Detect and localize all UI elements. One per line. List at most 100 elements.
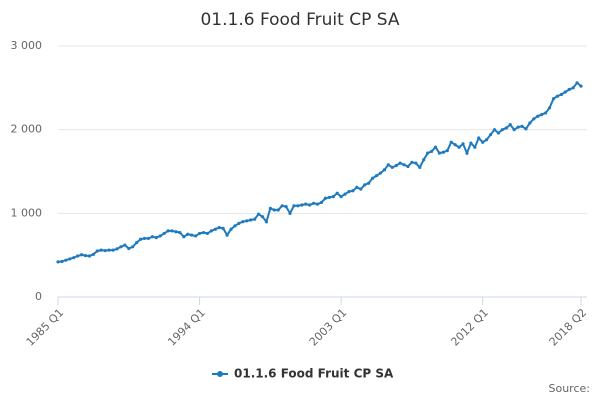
data-point — [292, 204, 296, 208]
data-point — [154, 235, 158, 240]
data-point — [115, 247, 119, 251]
data-point — [308, 203, 312, 207]
chart-title: 01.1.6 Food Fruit CP SA — [200, 10, 399, 30]
data-point — [551, 97, 556, 101]
data-point — [135, 241, 139, 245]
data-point — [402, 163, 406, 167]
data-point — [304, 202, 308, 206]
data-point — [488, 133, 493, 137]
data-point — [87, 254, 92, 258]
data-point — [319, 200, 324, 205]
data-point — [575, 81, 579, 85]
legend-label: 01.1.6 Food Fruit CP SA — [234, 367, 394, 381]
data-point — [370, 176, 375, 180]
data-point — [445, 148, 449, 153]
data-point — [150, 235, 154, 239]
data-point — [563, 90, 567, 94]
data-point — [83, 253, 88, 258]
source: Source: — [549, 382, 591, 395]
data-point — [355, 185, 359, 189]
data-point — [567, 87, 571, 92]
data-point — [516, 125, 520, 129]
data-point — [229, 227, 233, 231]
data-point — [351, 189, 355, 193]
data-point — [347, 189, 351, 194]
data-point — [221, 226, 225, 230]
data-point — [540, 113, 544, 117]
data-point — [315, 202, 320, 206]
data-point — [64, 258, 68, 262]
data-point — [99, 248, 103, 252]
data-point — [158, 234, 162, 238]
data-point — [363, 183, 367, 187]
data-point — [504, 126, 508, 130]
data-point — [280, 204, 284, 208]
data-point — [162, 231, 166, 236]
data-point — [170, 229, 174, 233]
data-point — [288, 211, 292, 215]
data-point — [272, 208, 276, 212]
data-point — [256, 212, 261, 216]
data-point — [555, 94, 560, 98]
data-point — [237, 221, 241, 225]
data-point — [422, 158, 426, 162]
data-point — [284, 205, 288, 209]
data-point — [461, 142, 465, 146]
x-tick-label: 2018 Q2 — [547, 306, 590, 349]
data-point — [209, 229, 213, 233]
data-point — [343, 192, 347, 196]
data-point — [190, 233, 194, 237]
data-point — [453, 143, 457, 147]
series-line — [57, 81, 582, 263]
data-point — [107, 248, 111, 252]
data-point — [127, 246, 131, 251]
data-point — [394, 164, 398, 168]
data-point — [437, 151, 442, 155]
data-point — [477, 136, 481, 140]
data-point — [520, 124, 524, 128]
y-tick-label: 0 — [35, 290, 42, 303]
data-point — [327, 195, 331, 200]
data-point — [300, 203, 304, 207]
data-point — [579, 84, 583, 88]
data-point — [249, 218, 253, 222]
data-point — [359, 187, 363, 191]
data-point — [496, 131, 501, 135]
data-point — [178, 230, 182, 235]
data-point — [367, 181, 371, 185]
data-point — [457, 145, 461, 149]
data-point — [429, 149, 434, 154]
data-point — [524, 127, 528, 131]
x-tick-label: 1994 Q1 — [165, 306, 208, 349]
data-point — [95, 249, 99, 253]
data-point — [559, 92, 563, 97]
data-point — [296, 204, 300, 208]
data-point — [103, 248, 107, 253]
data-point — [508, 123, 512, 127]
legend-marker — [217, 371, 223, 377]
data-point — [386, 163, 390, 167]
data-point — [410, 160, 414, 164]
data-point — [465, 151, 469, 155]
data-point — [312, 201, 316, 205]
data-point — [500, 128, 504, 132]
data-point — [56, 260, 60, 264]
data-point — [481, 140, 485, 144]
data-point — [72, 256, 76, 260]
data-point — [205, 231, 210, 236]
data-point — [390, 165, 394, 169]
data-point — [571, 86, 575, 90]
data-point — [182, 235, 186, 239]
data-point — [414, 161, 418, 165]
data-point — [398, 161, 402, 165]
data-point — [418, 165, 422, 169]
data-point — [426, 151, 430, 155]
data-point — [194, 234, 198, 238]
data-point — [268, 206, 272, 210]
data-point — [547, 106, 552, 110]
data-point — [532, 117, 536, 121]
x-tick-label: 1985 Q1 — [24, 306, 67, 349]
data-point — [131, 245, 135, 249]
data-point — [433, 145, 438, 149]
